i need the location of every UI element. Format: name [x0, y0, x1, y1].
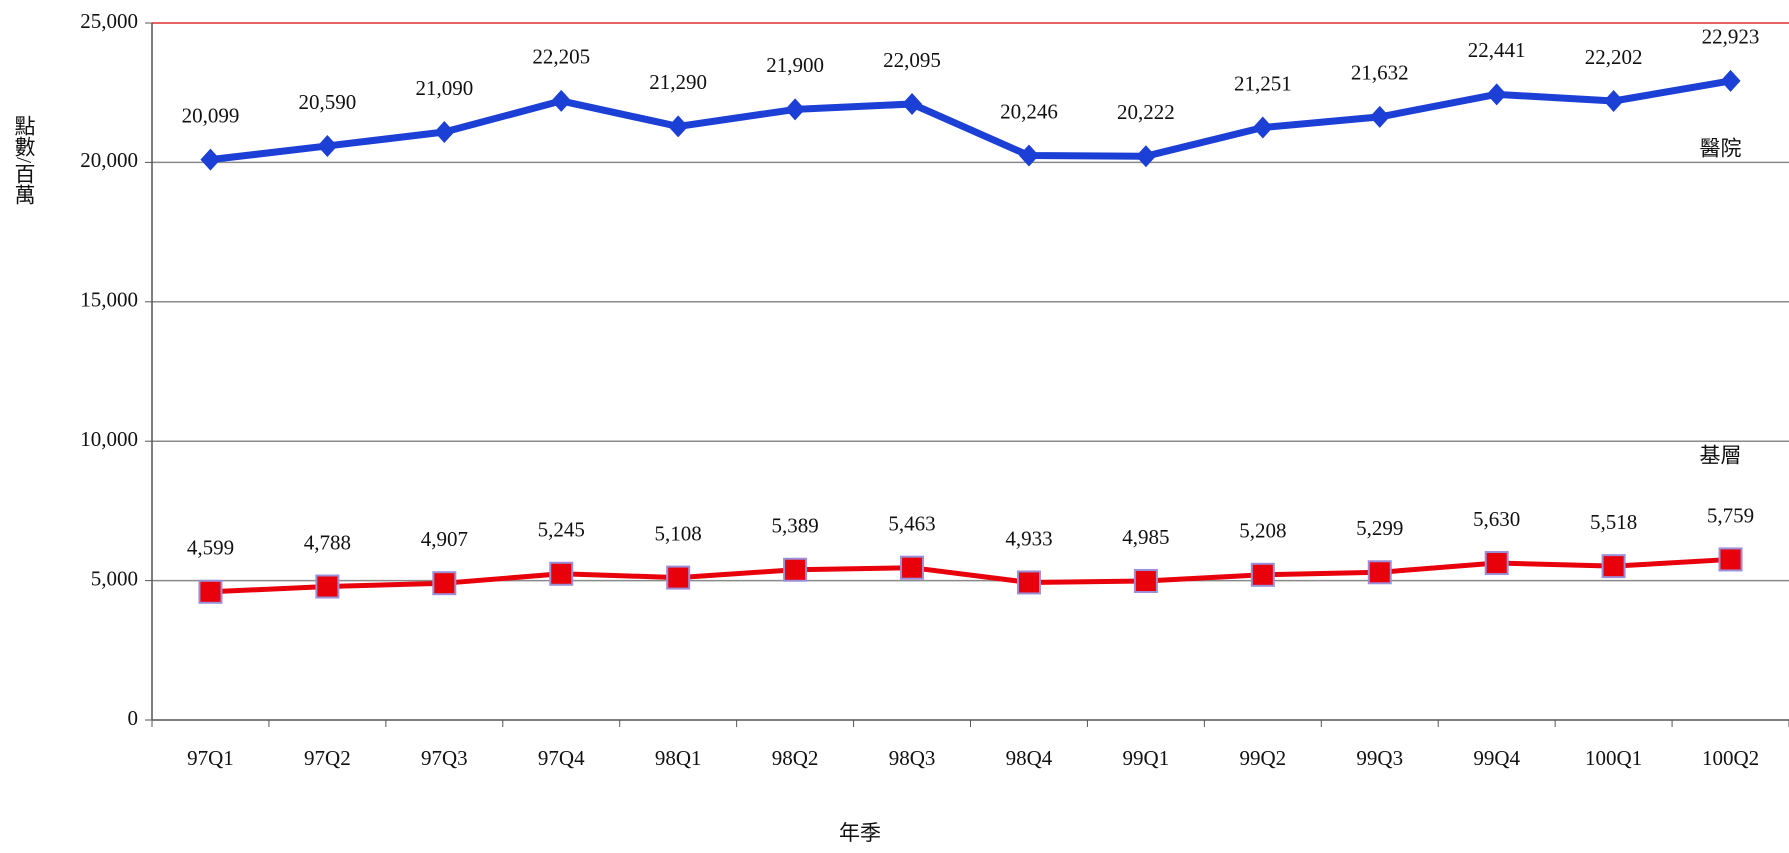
data-label: 5,108 [655, 521, 702, 545]
data-label: 5,759 [1707, 503, 1754, 527]
marker [1720, 69, 1741, 92]
y-tick-label: 25,000 [80, 9, 138, 33]
marker [900, 555, 925, 580]
y-tick-label: 5,000 [91, 566, 138, 590]
series-line [210, 556, 1731, 595]
marker [902, 92, 923, 115]
data-label: 20,246 [1000, 99, 1058, 123]
data-label: 5,208 [1239, 519, 1286, 543]
data-label: 4,985 [1122, 525, 1169, 549]
y-tick-label: 10,000 [80, 427, 138, 451]
x-tick-label: 98Q3 [889, 746, 936, 770]
x-tick-label: 97Q1 [187, 746, 234, 770]
data-label: 4,907 [421, 527, 468, 551]
y-tick-label: 20,000 [80, 148, 138, 172]
data-label: 5,299 [1356, 516, 1403, 540]
x-tick-label: 99Q3 [1356, 746, 1403, 770]
marker [668, 115, 689, 138]
data-label: 5,630 [1473, 507, 1520, 531]
x-tick-label: 98Q2 [772, 746, 819, 770]
marker [1486, 83, 1507, 106]
data-label: 21,251 [1234, 71, 1292, 95]
x-tick-label: 99Q1 [1123, 746, 1170, 770]
x-tick-label: 98Q4 [1006, 746, 1053, 770]
marker [783, 557, 808, 582]
marker [1133, 569, 1158, 594]
x-tick-label: 99Q4 [1473, 746, 1520, 770]
marker [666, 565, 691, 590]
series-label: 基層 [1700, 443, 1742, 467]
marker [432, 571, 457, 596]
data-label: 20,222 [1117, 100, 1175, 124]
data-label: 21,090 [415, 76, 473, 100]
marker [198, 579, 223, 604]
x-tick-label: 97Q2 [304, 746, 351, 770]
marker [785, 98, 806, 121]
marker [1718, 547, 1743, 572]
data-label: 5,245 [538, 518, 585, 542]
x-tick-label: 100Q2 [1702, 746, 1759, 770]
series-label: 醫院 [1700, 137, 1742, 161]
data-label: 22,441 [1468, 38, 1526, 62]
data-label: 4,599 [187, 536, 234, 560]
marker [1135, 145, 1156, 168]
x-axis-label: 年季 [839, 821, 881, 845]
data-label: 4,933 [1005, 526, 1052, 550]
marker [1367, 560, 1392, 585]
x-tick-label: 97Q4 [538, 746, 585, 770]
y-tick-label: 0 [128, 706, 139, 730]
data-label: 22,923 [1702, 25, 1760, 49]
data-label: 4,788 [304, 530, 351, 554]
data-label: 5,389 [771, 514, 818, 538]
marker [1603, 90, 1624, 113]
marker [549, 561, 574, 586]
series-line [210, 77, 1732, 164]
marker [200, 148, 221, 171]
marker [1018, 144, 1039, 167]
x-tick-label: 100Q1 [1585, 746, 1642, 770]
y-axis-label: 點數/百萬 [12, 115, 36, 205]
data-label: 21,900 [766, 53, 824, 77]
data-label: 22,095 [883, 48, 941, 72]
data-label: 5,518 [1590, 510, 1637, 534]
data-label: 22,205 [532, 45, 590, 69]
data-label: 5,463 [888, 512, 935, 536]
marker [1601, 554, 1626, 579]
marker [1250, 562, 1275, 587]
marker [434, 121, 455, 144]
marker [315, 574, 340, 599]
marker [317, 134, 338, 157]
data-label: 20,590 [299, 90, 357, 114]
marker [1016, 570, 1041, 595]
marker [1369, 105, 1390, 128]
marker [1252, 116, 1273, 139]
marker [551, 89, 572, 112]
marker [1484, 551, 1509, 576]
x-tick-label: 97Q3 [421, 746, 468, 770]
x-tick-label: 99Q2 [1239, 746, 1286, 770]
data-label: 22,202 [1585, 45, 1643, 69]
y-tick-label: 15,000 [80, 288, 138, 312]
x-tick-label: 98Q1 [655, 746, 702, 770]
data-label: 20,099 [182, 103, 240, 127]
data-label: 21,632 [1351, 61, 1409, 85]
data-label: 21,290 [649, 70, 707, 94]
